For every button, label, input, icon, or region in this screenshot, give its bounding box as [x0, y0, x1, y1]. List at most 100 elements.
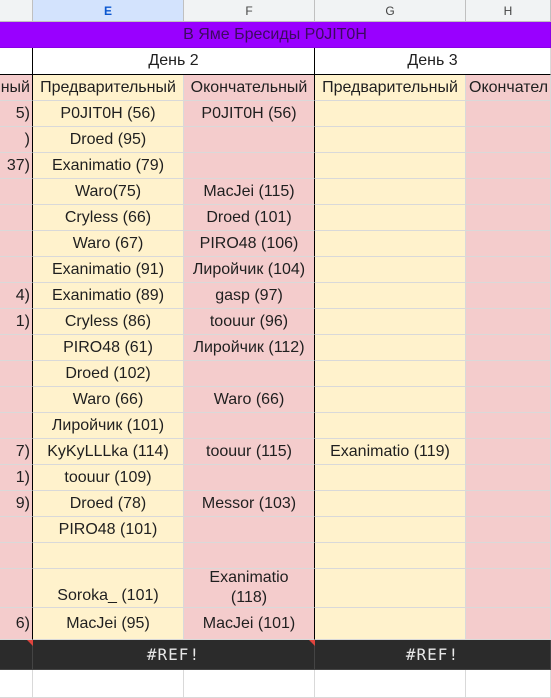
cell-final[interactable] [466, 205, 551, 231]
cell-d[interactable]: 1) [0, 465, 33, 491]
cell-preliminary[interactable]: PIRO48 (101) [33, 517, 184, 543]
subheader-preliminary[interactable]: Предварительный [33, 75, 184, 101]
cell-d[interactable] [0, 205, 33, 231]
cell-d[interactable] [0, 387, 33, 413]
cell-final[interactable] [184, 413, 315, 439]
empty-cell[interactable] [315, 670, 466, 698]
cell-d[interactable]: 6) [0, 608, 33, 640]
cell-final[interactable] [466, 543, 551, 569]
cell-d[interactable] [0, 413, 33, 439]
cell-final[interactable]: Messor (103) [184, 491, 315, 517]
cell-final[interactable]: MacJei (115) [184, 179, 315, 205]
cell-final[interactable]: Лиройчик (104) [184, 257, 315, 283]
subheader-preliminary[interactable]: Предварительный [315, 75, 466, 101]
cell-preliminary[interactable]: Лиройчик (101) [33, 413, 184, 439]
ref-error-cell[interactable]: #REF! [315, 640, 551, 670]
subheader-d-partial[interactable]: ный [0, 75, 33, 101]
subheader-final-partial[interactable]: Окончател [466, 75, 551, 101]
cell-preliminary[interactable] [315, 543, 466, 569]
cell-final[interactable] [466, 309, 551, 335]
cell-final[interactable]: toouur (96) [184, 309, 315, 335]
cell-final[interactable] [466, 257, 551, 283]
cell-final[interactable] [466, 569, 551, 608]
merged-title-cell[interactable]: В Яме Бресиды P0JIT0H [0, 22, 551, 48]
column-header-g[interactable]: G [315, 0, 466, 22]
cell-final[interactable] [466, 361, 551, 387]
cell-final[interactable] [466, 283, 551, 309]
cell-d[interactable]: 5) [0, 101, 33, 127]
cell-final[interactable]: Exanimatio (118) [184, 569, 315, 608]
cell-preliminary[interactable] [315, 491, 466, 517]
cell-final[interactable] [466, 413, 551, 439]
cell-d[interactable] [0, 543, 33, 569]
cell-final[interactable]: MacJei (101) [184, 608, 315, 640]
cell-preliminary[interactable]: MacJei (95) [33, 608, 184, 640]
column-header-f[interactable]: F [184, 0, 315, 22]
cell-final[interactable] [466, 179, 551, 205]
cell-d[interactable]: 9) [0, 491, 33, 517]
empty-cell[interactable] [33, 670, 184, 698]
cell-final[interactable]: P0JIT0H (56) [184, 101, 315, 127]
cell-final[interactable] [466, 101, 551, 127]
cell-preliminary[interactable]: Exanimatio (79) [33, 153, 184, 179]
cell-preliminary[interactable]: KyKyLLLka (114) [33, 439, 184, 465]
cell-d[interactable]: 7) [0, 439, 33, 465]
cell-preliminary[interactable]: toouur (109) [33, 465, 184, 491]
cell-final[interactable]: Лиройчик (112) [184, 335, 315, 361]
cell-d[interactable] [0, 361, 33, 387]
cell-final[interactable] [184, 361, 315, 387]
cell-preliminary[interactable] [315, 387, 466, 413]
cell-final[interactable] [466, 491, 551, 517]
day-header-2[interactable]: День 2 [33, 48, 315, 75]
cell-final[interactable] [466, 465, 551, 491]
cell-preliminary[interactable] [315, 283, 466, 309]
cell-final[interactable] [184, 465, 315, 491]
cell-final[interactable] [466, 387, 551, 413]
cell-preliminary[interactable] [315, 608, 466, 640]
cell-final[interactable]: Droed (101) [184, 205, 315, 231]
cell-preliminary[interactable] [315, 465, 466, 491]
cell-preliminary[interactable] [33, 543, 184, 569]
empty-cell[interactable] [0, 670, 33, 698]
cell-final[interactable]: gasp (97) [184, 283, 315, 309]
cell-d[interactable] [0, 335, 33, 361]
cell-final[interactable] [184, 543, 315, 569]
cell-preliminary[interactable] [315, 413, 466, 439]
cell-final[interactable] [466, 608, 551, 640]
cell-preliminary[interactable] [315, 231, 466, 257]
cell-preliminary[interactable] [315, 335, 466, 361]
cell-final[interactable] [466, 335, 551, 361]
cell-final[interactable] [466, 153, 551, 179]
cell-preliminary[interactable]: Cryless (66) [33, 205, 184, 231]
column-header-e[interactable]: E [33, 0, 184, 22]
cell-final[interactable] [466, 439, 551, 465]
empty-cell[interactable] [466, 670, 551, 698]
cell-preliminary[interactable] [315, 361, 466, 387]
cell-final[interactable] [184, 517, 315, 543]
column-header-h[interactable]: H [466, 0, 551, 22]
ref-error-cell[interactable]: #REF! [33, 640, 315, 670]
cell-d[interactable]: 37) [0, 153, 33, 179]
cell-preliminary[interactable]: Exanimatio (119) [315, 439, 466, 465]
cell-d[interactable] [0, 569, 33, 608]
cell-preliminary[interactable]: Cryless (86) [33, 309, 184, 335]
cell-d[interactable]: 4) [0, 283, 33, 309]
cell-final[interactable] [466, 517, 551, 543]
cell-d[interactable] [0, 231, 33, 257]
cell-preliminary[interactable]: Exanimatio (89) [33, 283, 184, 309]
cell-final[interactable] [184, 153, 315, 179]
empty-cell[interactable] [184, 670, 315, 698]
cell-preliminary[interactable]: Droed (95) [33, 127, 184, 153]
cell-d[interactable] [0, 257, 33, 283]
cell-final[interactable]: toouur (115) [184, 439, 315, 465]
cell-preliminary[interactable]: Soroka_ (101) [33, 569, 184, 608]
cell-preliminary[interactable] [315, 309, 466, 335]
cell-final[interactable] [466, 231, 551, 257]
day-cell-empty[interactable] [0, 48, 33, 75]
day-header-3[interactable]: День 3 [315, 48, 551, 75]
cell-d[interactable] [0, 517, 33, 543]
cell-preliminary[interactable]: Droed (78) [33, 491, 184, 517]
cell-d[interactable] [0, 179, 33, 205]
cell-d[interactable]: 1) [0, 309, 33, 335]
cell-preliminary[interactable] [315, 569, 466, 608]
